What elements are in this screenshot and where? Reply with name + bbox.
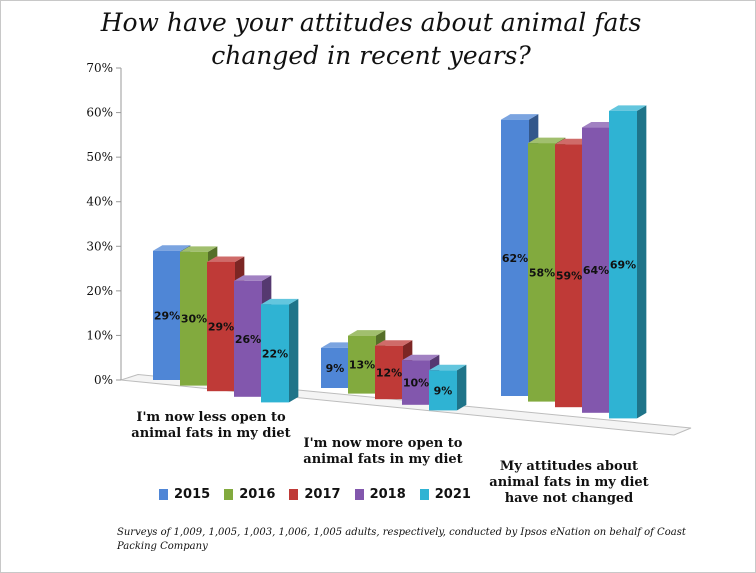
bar-front <box>528 143 556 402</box>
legend-swatch-2015 <box>159 489 168 500</box>
bar-front <box>348 335 376 394</box>
y-tick-label: 40% <box>86 195 113 209</box>
bar-top <box>348 330 386 336</box>
bar-2021-0: 22% <box>261 298 299 403</box>
bar-top <box>528 137 566 144</box>
data-label-2016-0: 30% <box>181 313 207 326</box>
data-label-2021-0: 22% <box>262 347 288 360</box>
category-label-not-changed: My attitudes about animal fats in my die… <box>489 459 649 506</box>
bar-top <box>429 364 467 371</box>
legend-item-2018: 2018 <box>354 487 406 502</box>
y-tick-label: 0% <box>94 373 113 387</box>
bar-2021-2: 69% <box>609 105 647 419</box>
legend-item-2021: 2021 <box>419 487 471 502</box>
y-tick-label: 60% <box>86 106 113 120</box>
chart-title-line-1: How have your attitudes about animal fat… <box>100 8 642 37</box>
y-tick-label: 10% <box>86 328 113 342</box>
y-tick-label: 70% <box>86 61 113 75</box>
legend-item-2015: 2015 <box>159 487 210 502</box>
bar-front <box>501 119 529 396</box>
bar-front <box>153 250 181 380</box>
bar-top <box>180 246 218 252</box>
bar-side <box>457 364 467 411</box>
bar-front <box>234 280 262 397</box>
bar-front <box>609 110 637 419</box>
bar-front <box>321 347 349 388</box>
bar-front <box>582 127 610 413</box>
bar-top <box>501 114 539 120</box>
bar-front <box>261 304 289 403</box>
y-tick-label: 20% <box>86 284 113 298</box>
legend-swatch-2021 <box>419 489 429 500</box>
data-label-2017-0: 29% <box>208 321 234 334</box>
footnote: Surveys of 1,009, 1,005, 1,003, 1,006, 1… <box>117 527 686 552</box>
bar-front <box>375 345 403 400</box>
data-label-2015-1: 9% <box>326 362 345 375</box>
bar-front <box>402 360 430 405</box>
bar-top <box>261 298 299 305</box>
bar-front <box>429 370 457 411</box>
data-label-2021-2: 69% <box>610 259 636 272</box>
bar-front <box>555 144 583 408</box>
bar-top <box>609 105 647 111</box>
data-label-2015-0: 29% <box>154 309 180 322</box>
bar-side <box>289 298 299 403</box>
data-label-2018-2: 64% <box>583 264 609 277</box>
category-label-less-open: I'm now less open to animal fats in my d… <box>131 410 291 441</box>
legend-item-2017: 2017 <box>289 487 341 502</box>
data-label-2016-1: 13% <box>349 359 375 372</box>
bar-front <box>180 251 208 386</box>
data-label-2015-2: 62% <box>502 252 528 265</box>
legend-swatch-2016 <box>224 489 234 500</box>
legend-swatch-2017 <box>289 489 299 500</box>
y-tick-label: 30% <box>86 239 113 253</box>
category-label-more-open: I'm now more open to animal fats in my d… <box>303 436 463 467</box>
legend-item-2016: 2016 <box>224 487 275 502</box>
data-label-2016-2: 58% <box>529 266 555 279</box>
bar-top <box>375 340 413 346</box>
chart-title-line-2: changed in recent years? <box>211 41 531 70</box>
data-label-2021-1: 9% <box>434 384 453 397</box>
bar-top <box>402 354 440 361</box>
bar-top <box>234 275 272 281</box>
bar-front <box>207 261 235 392</box>
bar-2021-1: 9% <box>429 364 467 411</box>
legend-swatch-2018 <box>354 489 364 500</box>
bar-top <box>207 256 245 262</box>
y-tick-label: 50% <box>86 150 113 164</box>
bar-top <box>153 245 191 251</box>
data-label-2017-1: 12% <box>376 366 402 379</box>
data-label-2018-0: 26% <box>235 333 261 346</box>
data-label-2018-1: 10% <box>403 377 429 390</box>
data-label-2017-2: 59% <box>556 270 582 283</box>
bar-side <box>637 105 647 419</box>
legend: 2015 2016 2017 2018 2021 <box>159 487 471 502</box>
